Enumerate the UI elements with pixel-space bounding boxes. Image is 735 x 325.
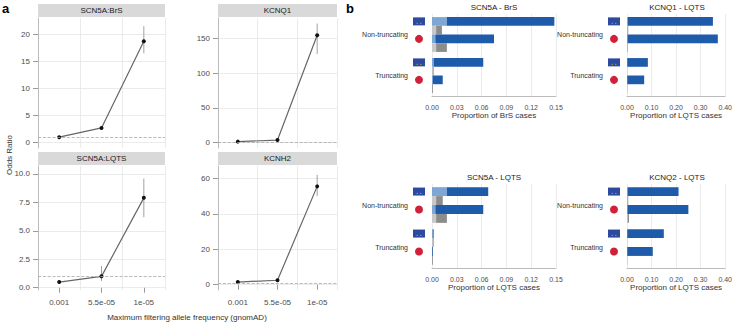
svg-text:5: 5 (26, 111, 31, 120)
svg-text:1e-05: 1e-05 (134, 298, 155, 307)
svg-text:Truncating: Truncating (570, 72, 603, 80)
svg-text:0.00: 0.00 (620, 104, 634, 111)
svg-text:Non-truncating: Non-truncating (557, 202, 603, 210)
svg-text:Maximum filtering allele frequ: Maximum filtering allele frequency (gnom… (107, 313, 267, 322)
svg-text:50: 50 (201, 103, 210, 112)
svg-text:20: 20 (21, 30, 30, 39)
svg-text:0.20: 0.20 (669, 104, 683, 111)
svg-text:b: b (346, 1, 354, 16)
svg-text:SCN5A:LQTS: SCN5A:LQTS (77, 154, 127, 163)
svg-text:0.0: 0.0 (19, 283, 31, 292)
svg-text:20: 20 (201, 245, 210, 254)
svg-text:150: 150 (197, 34, 211, 43)
svg-text:Non-truncating: Non-truncating (557, 31, 603, 39)
svg-text:0: 0 (26, 138, 31, 147)
svg-text:5.5e-05: 5.5e-05 (264, 298, 292, 307)
svg-text:KCNQ1 - LQTS: KCNQ1 - LQTS (649, 3, 705, 12)
svg-text:10: 10 (21, 84, 30, 93)
svg-text:0.15: 0.15 (549, 104, 563, 111)
svg-text:0.30: 0.30 (694, 104, 708, 111)
svg-text:15: 15 (21, 57, 30, 66)
svg-text:7.5: 7.5 (19, 198, 31, 207)
svg-text:Truncating: Truncating (375, 72, 408, 80)
svg-text:0.40: 0.40 (718, 276, 732, 283)
svg-text:Non-truncating: Non-truncating (362, 202, 408, 210)
svg-text:0.001: 0.001 (49, 298, 70, 307)
svg-text:0.06: 0.06 (475, 276, 489, 283)
svg-text:0: 0 (206, 280, 211, 289)
svg-text:SCN5A:BrS: SCN5A:BrS (80, 6, 122, 15)
svg-text:0.12: 0.12 (524, 276, 538, 283)
svg-text:Non-truncating: Non-truncating (362, 31, 408, 39)
svg-text:Odds Ratio: Odds Ratio (5, 134, 14, 175)
svg-text:0.15: 0.15 (549, 276, 563, 283)
svg-text:5.0: 5.0 (19, 226, 31, 235)
svg-text:0.09: 0.09 (500, 276, 514, 283)
svg-text:Truncating: Truncating (375, 244, 408, 252)
svg-text:0.06: 0.06 (475, 104, 489, 111)
svg-text:5.5e-05: 5.5e-05 (88, 298, 116, 307)
svg-text:0.03: 0.03 (450, 276, 464, 283)
svg-text:Truncating: Truncating (570, 244, 603, 252)
svg-text:0.40: 0.40 (718, 104, 732, 111)
svg-text:0.03: 0.03 (450, 104, 464, 111)
svg-text:KCNQ2 - LQTS: KCNQ2 - LQTS (649, 173, 705, 182)
svg-text:2.5: 2.5 (19, 255, 31, 264)
svg-text:KCNH2: KCNH2 (264, 154, 292, 163)
svg-text:SCN5A - BrS: SCN5A - BrS (471, 3, 518, 12)
svg-text:0.20: 0.20 (669, 276, 683, 283)
svg-text:0.00: 0.00 (425, 276, 439, 283)
svg-text:0: 0 (206, 138, 211, 147)
svg-text:60: 60 (201, 174, 210, 183)
svg-text:0.09: 0.09 (500, 104, 514, 111)
svg-text:Proportion of LQTS cases: Proportion of LQTS cases (448, 283, 540, 292)
svg-text:Proportion of LQTS cases: Proportion of LQTS cases (630, 111, 722, 120)
svg-text:Proportion of BrS cases: Proportion of BrS cases (452, 111, 536, 120)
svg-text:a: a (2, 1, 10, 16)
svg-text:0.001: 0.001 (228, 298, 249, 307)
svg-text:KCNQ1: KCNQ1 (264, 6, 292, 15)
svg-text:0.00: 0.00 (425, 104, 439, 111)
svg-text:0.10: 0.10 (645, 104, 659, 111)
svg-text:40: 40 (201, 209, 210, 218)
svg-text:SCN5A - LQTS: SCN5A - LQTS (467, 173, 521, 182)
svg-text:0.30: 0.30 (694, 276, 708, 283)
svg-text:Proportion of LQTS cases: Proportion of LQTS cases (630, 283, 722, 292)
svg-text:0.00: 0.00 (620, 276, 634, 283)
svg-text:100: 100 (197, 69, 211, 78)
svg-text:10.0: 10.0 (14, 169, 30, 178)
svg-text:0.10: 0.10 (645, 276, 659, 283)
svg-text:0.12: 0.12 (524, 104, 538, 111)
svg-text:1e-05: 1e-05 (307, 298, 328, 307)
